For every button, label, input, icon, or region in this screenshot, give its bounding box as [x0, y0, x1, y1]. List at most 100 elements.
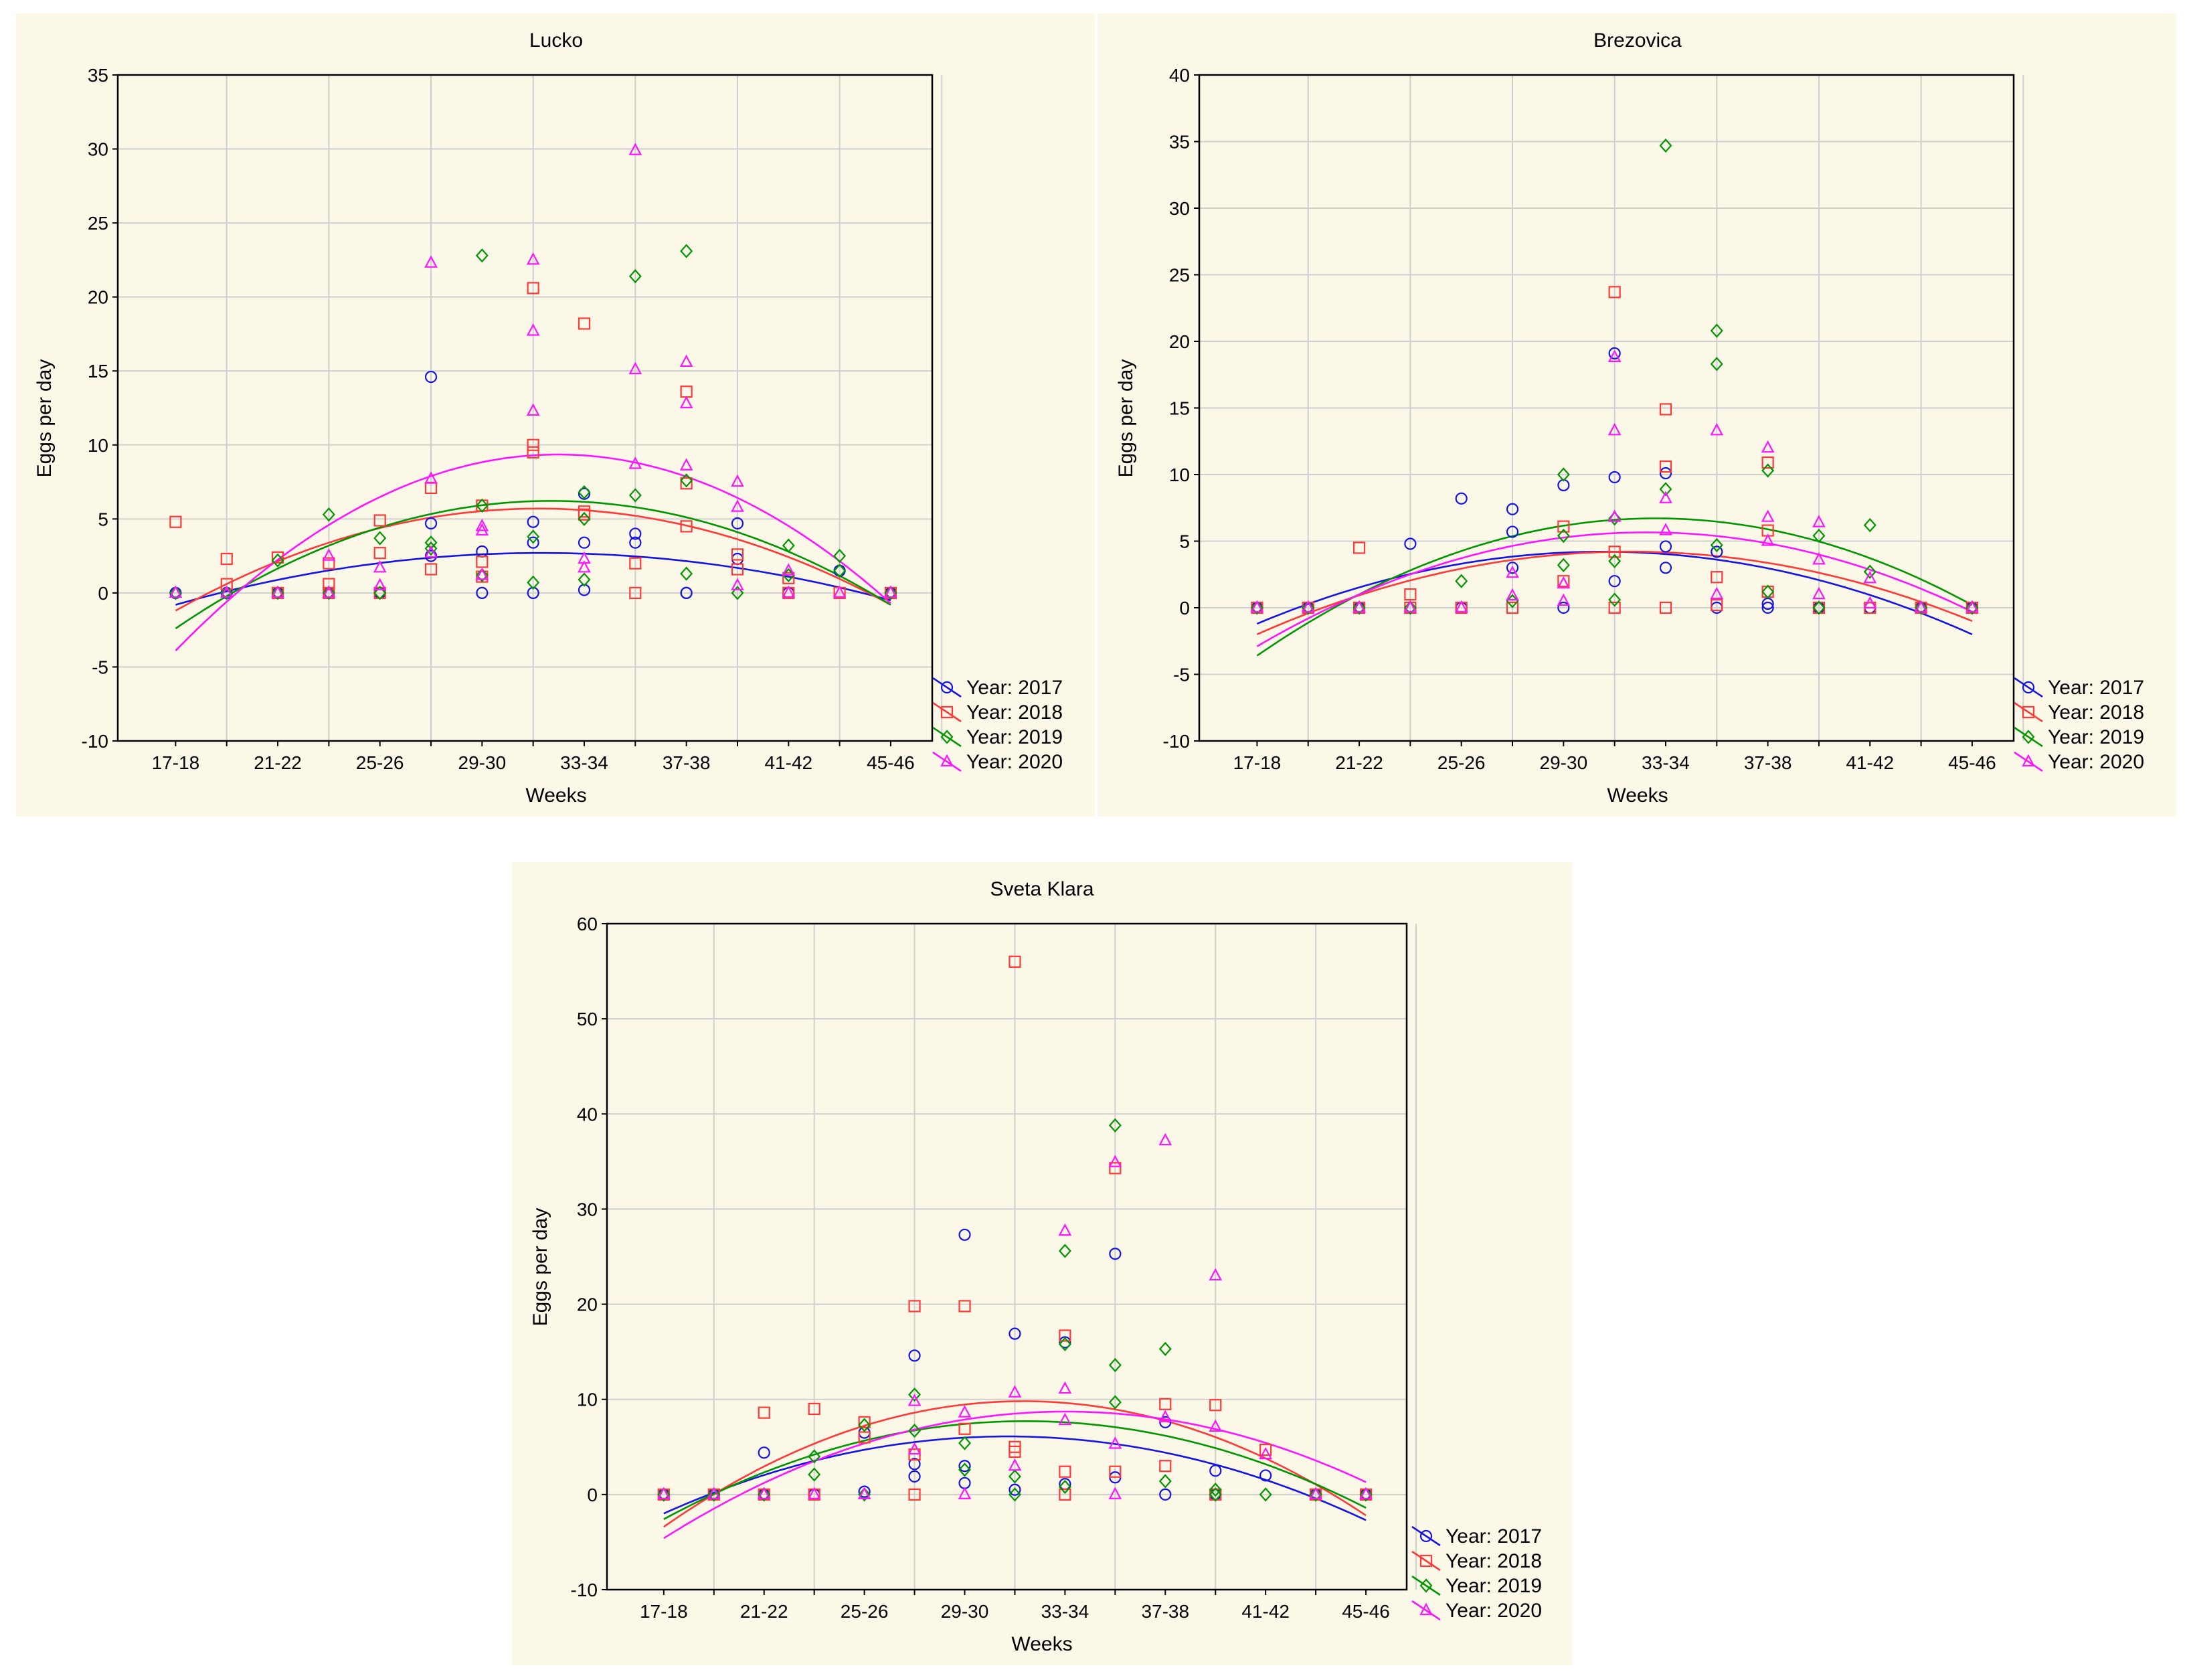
data-point-series-2	[1659, 482, 1672, 497]
fit-curve-series-0	[175, 552, 891, 606]
panel-background	[16, 13, 1095, 817]
data-point-series-2	[1209, 1483, 1222, 1497]
data-point-series-3	[1352, 600, 1366, 613]
data-point-series-3	[1454, 600, 1468, 613]
data-point-series-3	[657, 1487, 671, 1499]
data-point-series-0	[1557, 601, 1570, 614]
y-tick-label: 25	[1169, 265, 1190, 286]
data-point-series-3	[1863, 596, 1877, 609]
data-point-series-1	[1404, 588, 1417, 601]
data-point-series-3	[1058, 1223, 1072, 1236]
x-tick-label: 33-34	[1041, 1601, 1089, 1622]
data-point-series-2	[1659, 138, 1672, 153]
fit-curve-series-1	[663, 1400, 1367, 1528]
data-point-series-0	[1659, 562, 1672, 574]
data-point-series-2	[578, 511, 591, 526]
legend-line	[1411, 1600, 1441, 1621]
x-tick-label: 17-18	[152, 752, 200, 773]
data-point-series-2	[1710, 537, 1723, 553]
data-point-series-1	[1659, 460, 1672, 473]
x-axis-label: Weeks	[525, 784, 586, 807]
legend-line	[1411, 1550, 1441, 1572]
legend-label: Year: 2017	[966, 677, 1063, 699]
data-point-series-3	[1710, 586, 1724, 600]
data-point-series-2	[1250, 600, 1263, 615]
data-point-series-3	[1058, 1412, 1072, 1426]
data-point-series-2	[1608, 554, 1622, 569]
data-point-series-0	[1209, 1464, 1222, 1477]
data-point-series-3	[1659, 523, 1672, 535]
x-tick-label: 21-22	[740, 1601, 788, 1622]
data-point-series-1	[1009, 955, 1021, 968]
data-point-series-3	[628, 361, 642, 375]
data-point-series-1	[1608, 286, 1621, 299]
y-tick-label: 20	[577, 1294, 598, 1315]
data-point-series-2	[680, 473, 693, 488]
data-point-series-3	[1158, 1410, 1172, 1422]
data-point-series-0	[1159, 1416, 1172, 1428]
legend-marker	[940, 705, 954, 719]
data-point-series-1	[220, 552, 233, 566]
y-tick-label: 5	[1179, 531, 1190, 552]
legend-label: Year: 2020	[966, 751, 1063, 773]
legend-line	[2014, 677, 2043, 698]
data-point-series-2	[475, 568, 489, 583]
data-point-series-2	[1761, 584, 1775, 599]
data-point-series-3	[1250, 600, 1264, 613]
plot-frame	[116, 74, 934, 742]
data-point-series-1	[1506, 601, 1519, 614]
legend-line	[1411, 1525, 1441, 1547]
data-point-series-1	[323, 557, 335, 570]
y-axis-label: Eggs per day	[529, 1208, 551, 1327]
panel-background	[1098, 13, 2176, 817]
data-point-series-3	[424, 255, 438, 268]
fit-curve-series-1	[175, 507, 891, 612]
data-point-series-2	[958, 1462, 971, 1477]
data-point-series-3	[1710, 422, 1724, 436]
data-point-series-2	[908, 1387, 922, 1402]
data-point-series-1	[731, 548, 744, 561]
data-point-series-2	[1008, 1487, 1021, 1502]
data-point-series-3	[373, 578, 387, 590]
data-point-series-0	[424, 370, 438, 384]
data-point-series-1	[373, 547, 386, 560]
legend-label: Year: 2017	[2048, 677, 2144, 699]
data-point-series-2	[1403, 600, 1417, 615]
chart-brezovica: Brezovica Eggs per day Weeks -10 -5 0 5 10 15…	[1098, 13, 2176, 817]
data-point-series-1	[1608, 601, 1621, 614]
legend-label: Year: 2017	[1446, 1525, 1542, 1547]
legend-label: Year: 2018	[2048, 701, 2144, 724]
x-tick-label: 21-22	[254, 752, 302, 773]
data-point-series-3	[1209, 1419, 1223, 1432]
y-tick-label: 0	[1179, 598, 1190, 618]
y-tick-label: -10	[571, 1580, 598, 1600]
data-point-series-0	[1711, 545, 1723, 558]
x-tick-label: 25-26	[1437, 752, 1486, 773]
data-point-series-1	[908, 1488, 921, 1501]
y-axis-label: Eggs per day	[33, 359, 56, 478]
data-point-series-2	[322, 507, 335, 522]
data-point-series-2	[1259, 1487, 1272, 1502]
data-point-series-0	[1659, 540, 1672, 553]
x-axis-label: Weeks	[1011, 1633, 1072, 1655]
data-point-series-3	[628, 456, 642, 469]
data-point-series-3	[1557, 576, 1571, 589]
data-point-series-1	[1711, 598, 1723, 612]
data-point-series-2	[1965, 600, 1979, 615]
data-point-series-3	[1761, 440, 1775, 453]
data-point-series-2	[884, 586, 897, 600]
data-point-series-1	[958, 1300, 971, 1313]
data-point-series-2	[1108, 1118, 1122, 1132]
data-point-series-0	[629, 536, 642, 549]
data-point-series-3	[526, 252, 540, 265]
legend-marker	[940, 754, 954, 767]
data-point-series-1	[808, 1402, 820, 1416]
legend-marker	[1419, 1578, 1433, 1593]
y-tick-label: 25	[88, 213, 108, 234]
data-point-series-1	[578, 508, 591, 521]
data-point-series-3	[1914, 600, 1928, 613]
y-tick-label: -10	[82, 731, 108, 752]
data-point-series-2	[1812, 600, 1826, 615]
data-point-series-3	[1607, 509, 1622, 522]
data-point-series-2	[1557, 558, 1570, 572]
